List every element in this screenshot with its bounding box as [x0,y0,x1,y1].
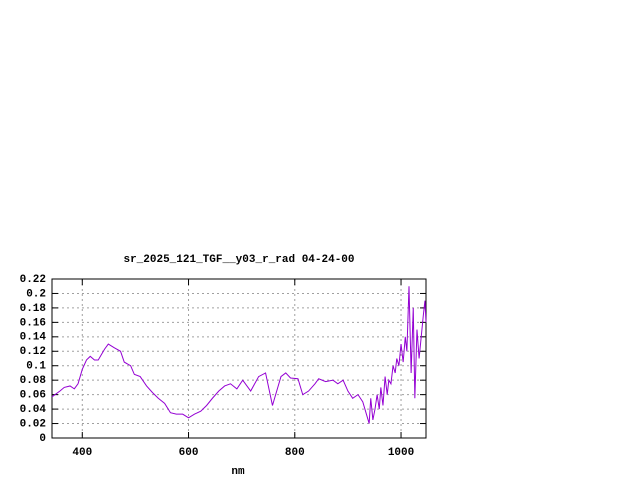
data-line [51,286,427,424]
y-tick-label: 0.12 [20,346,46,358]
y-tick-label: 0.02 [20,418,46,430]
x-tick-label: 600 [179,447,199,459]
y-tick-label: 0.14 [20,332,47,344]
chart-title: sr_2025_121_TGF__y03_r_rad 04-24-00 [123,254,354,266]
x-tick-label: 1000 [388,447,414,459]
y-tick-label: 0.2 [26,288,46,300]
y-tick-label: 0.04 [20,404,47,416]
y-tick-label: 0.08 [20,375,47,387]
plot-frame [51,278,427,439]
x-tick-label: 400 [72,447,92,459]
y-tick-label: 0.16 [20,317,46,329]
y-tick-label: 0.1 [26,361,46,373]
x-axis-label: nm [231,466,245,478]
y-tick-label: 0 [39,433,46,445]
y-tick-label: 0.22 [20,274,46,286]
x-tick-label: 800 [285,447,305,459]
y-tick-label: 0.18 [20,303,47,315]
y-tick-label: 0.06 [20,390,46,402]
